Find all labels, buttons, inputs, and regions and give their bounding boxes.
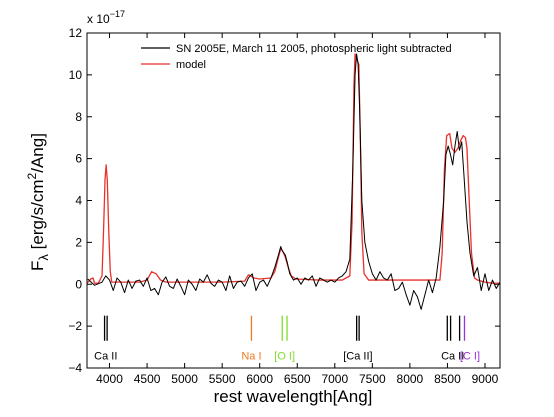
x-axis-label: rest wavelength[Ang] (214, 387, 373, 406)
line-marker-label: Ca II (441, 351, 464, 363)
line-marker-label: [C I] (460, 351, 480, 363)
x-tick-label: 4500 (134, 372, 161, 386)
x-tick-label: 5000 (171, 372, 198, 386)
plot-frame (86, 32, 501, 369)
line-marker-label: Na I (241, 351, 261, 363)
line-marker-label: Ca II (94, 351, 117, 363)
y-tick-label: −2 (68, 319, 82, 333)
ticks-layer: 4000 4500 5000 5500 6000 6500 7000 7500 8000 8500… (68, 26, 500, 386)
y-axis-label: Fλ [erg/s/cm2/Ang] (25, 133, 51, 271)
x-tick-label: 9000 (472, 372, 499, 386)
x-tick-label: 7500 (359, 372, 386, 386)
line-markers-layer: Ca II Na I [O I] [Ca II] Ca II[C I] (94, 315, 480, 363)
x-tick-label: 8000 (397, 372, 424, 386)
y-tick-label: 2 (75, 235, 82, 249)
legend-label-model: model (176, 59, 206, 71)
y-tick-label: 8 (75, 110, 82, 124)
y-tick-label: −4 (68, 361, 82, 375)
x-tick-label: 6000 (246, 372, 273, 386)
line-marker-label: [O I] (274, 351, 295, 363)
y-tick-label: 10 (69, 68, 83, 82)
series-layer (87, 53, 500, 310)
y-tick-label: 6 (75, 152, 82, 166)
line-marker-label: [Ca II] (343, 351, 372, 363)
x-tick-label: 5500 (209, 372, 236, 386)
y-tick-label: 0 (75, 277, 82, 291)
x-tick-label: 8500 (434, 372, 461, 386)
x-tick-label: 4000 (96, 372, 123, 386)
series-line-spectrum (87, 53, 500, 310)
series-line-model (87, 53, 500, 284)
x-tick-label: 6500 (284, 372, 311, 386)
y-tick-label: 12 (69, 26, 83, 40)
y-tick-label: 4 (75, 194, 82, 208)
y-multiplier: x 10−17 (87, 9, 125, 26)
legend-label-spectrum: SN 2005E, March 11 2005, photospheric li… (176, 43, 452, 55)
x-tick-label: 7000 (321, 372, 348, 386)
legend: SN 2005E, March 11 2005, photospheric li… (141, 43, 452, 71)
